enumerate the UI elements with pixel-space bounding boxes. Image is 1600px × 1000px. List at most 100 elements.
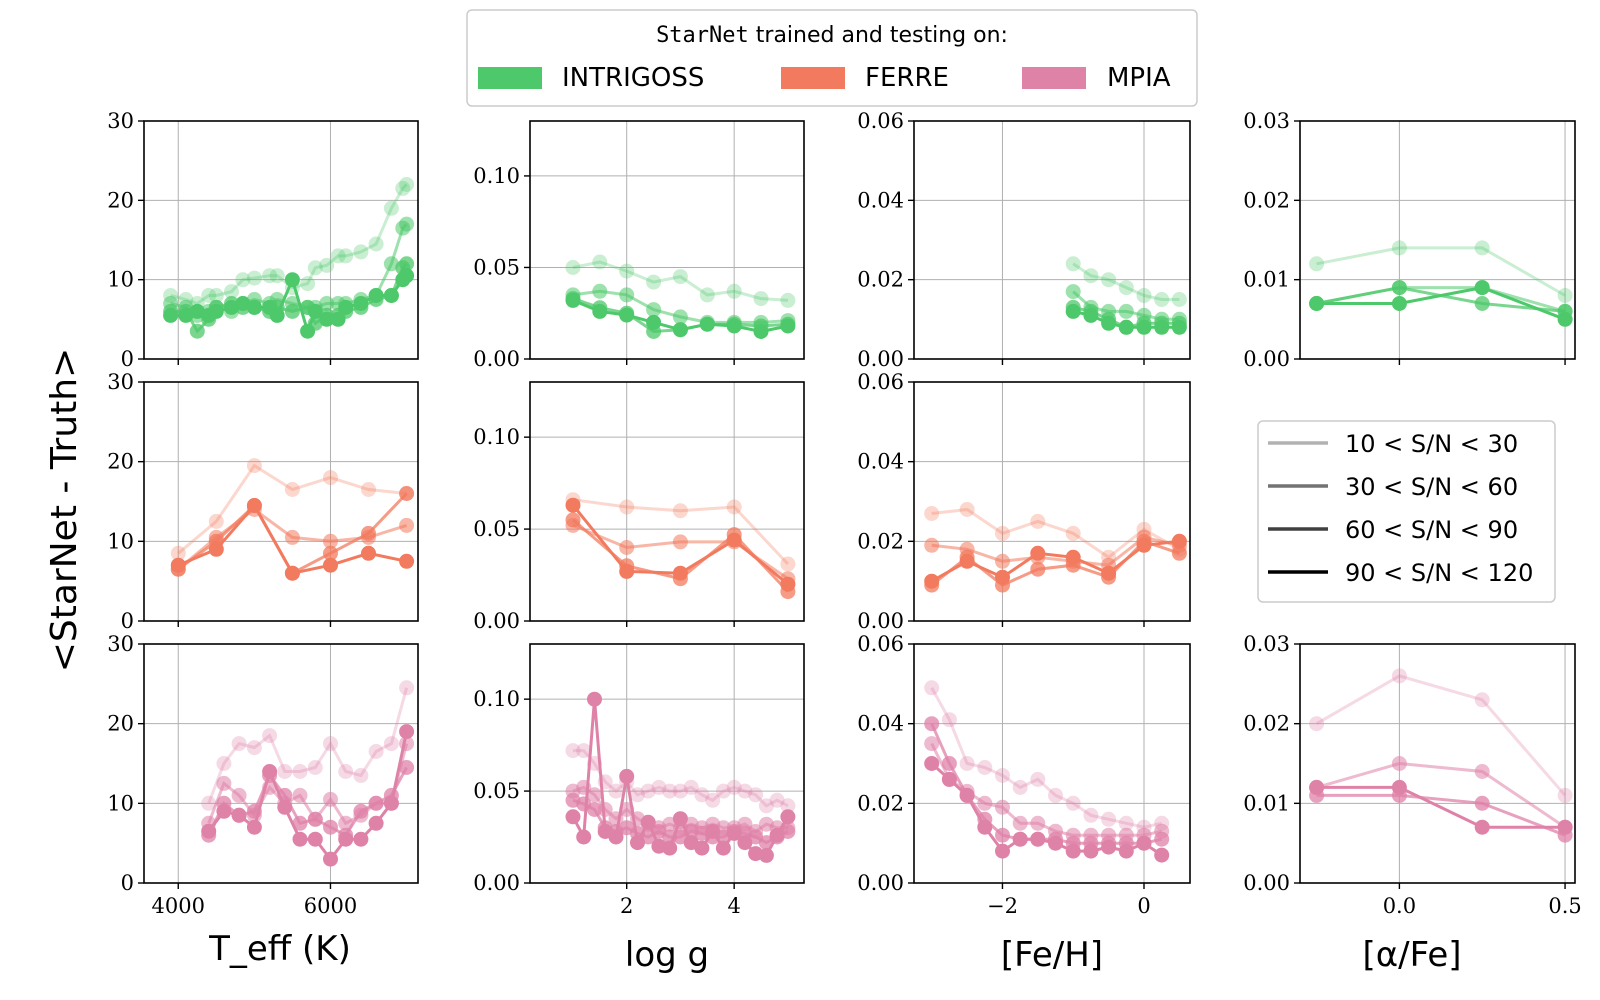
sn-legend-label-1: 10 < S/N < 30 (1345, 430, 1518, 458)
panel-ferre-feh-series-4-point (1171, 533, 1187, 549)
panel-ferre-feh-series-4-point (1136, 537, 1152, 553)
ferre-legend-label: FERRE (865, 63, 949, 93)
panel-ferre-feh-series-1-point (924, 506, 940, 521)
panel-mpia-teff-series-4-point (201, 823, 217, 839)
panel-intrigoss-feh-series-2-point (1118, 303, 1134, 319)
panel-mpia-logg-series-4-point (715, 840, 731, 856)
panel-intrigoss-teff-series-4-point (163, 307, 179, 323)
panel-intrigoss-logg-series-2-point (672, 309, 688, 325)
figure-ylabel: <StarNet - Truth> (44, 348, 85, 672)
panel-ferre-logg-series-4-point (619, 563, 635, 579)
panel-intrigoss-teff-series-3-point (399, 256, 415, 272)
panel-intrigoss-feh-series-1-point (1136, 288, 1152, 303)
panel-mpia-feh-series-group (924, 680, 1170, 863)
panel-mpia-teff-series-1-point (338, 764, 354, 779)
panel-intrigoss-teff-series-4-point (307, 303, 323, 319)
panel-ferre-logg-series-1-point (619, 499, 635, 515)
panel-intrigoss-logg-series-1-point (726, 283, 742, 299)
panel-mpia-teff-series-1-point (216, 756, 232, 771)
panel-ferre-logg-series-4-point (565, 497, 581, 513)
panel-mpia-logg-series-4-point (726, 825, 742, 841)
panel-intrigoss-afe-series-line-1 (1316, 246, 1566, 297)
panel-ferre-feh-ytick-label: 0.06 (857, 370, 904, 394)
panel-ferre-logg-series-2-point (619, 540, 635, 555)
panel-mpia-logg-series-4-point (758, 847, 774, 863)
panel-intrigoss-teff-series-4-point (300, 323, 316, 339)
panel-intrigoss-afe-ytick-label: 0.03 (1243, 109, 1290, 133)
panel-intrigoss-feh-series-4-point (1101, 315, 1117, 331)
panel-mpia-logg-series-1-point (726, 779, 742, 795)
panel-mpia-teff-series-4-point (216, 803, 232, 819)
panel-ferre-teff-series-2-point (323, 533, 338, 549)
panel-mpia-logg-series-line-1 (573, 749, 789, 808)
panel-intrigoss-feh-series-4-point (1136, 319, 1152, 335)
panel-intrigoss-feh-frame (913, 120, 1191, 360)
panel-ferre-teff-series-4-point (399, 553, 415, 569)
panel-intrigoss-logg-series-1-point (619, 263, 635, 279)
panel-intrigoss-feh-series-4-point (1118, 319, 1134, 335)
panel-mpia-afe-series-4-point (1391, 779, 1407, 795)
panel-intrigoss-teff-series-line-1 (170, 183, 408, 306)
panel-mpia-feh-series-3-point (941, 756, 957, 771)
panel-mpia-afe-series-line-3 (1316, 793, 1566, 837)
panel-intrigoss-teff-series-4-point (399, 268, 415, 284)
panel-mpia-logg-series-4-point (587, 691, 602, 707)
panel-intrigoss-logg-series-1-point (780, 292, 796, 308)
panel-intrigoss-logg-series-1-point (699, 287, 715, 303)
panel-ferre-feh-frame (913, 381, 1191, 622)
panel-mpia-teff-series-1-point (292, 764, 308, 779)
panel-mpia-feh-series-4-point (1101, 839, 1117, 855)
panel-mpia-teff-series-1-point (246, 740, 262, 756)
sn-legend-label-3: 60 < S/N < 90 (1345, 516, 1518, 544)
panel-mpia-feh-ytick-label: 0.04 (857, 712, 904, 736)
panel-mpia-feh-series-2-point (924, 736, 940, 752)
panel-ferre-teff-series-4-point (246, 498, 262, 513)
panel-mpia-logg-series-1-point (640, 783, 656, 799)
panel-mpia-logg-series-4-point (672, 811, 688, 827)
panel-ferre-feh-series-group (924, 502, 1187, 593)
panel-mpia-teff-series-4-point (292, 831, 308, 847)
panel-mpia-afe-series-3-point (1474, 795, 1490, 811)
panel-intrigoss-teff-series-4-point (319, 311, 335, 327)
panel-intrigoss-teff-series-4-point (284, 272, 300, 288)
panel-intrigoss-teff-series-1-point (246, 270, 262, 286)
panel-intrigoss-afe-ytick-label: 0.01 (1243, 268, 1290, 292)
panel-mpia-feh-series-4-point (1065, 843, 1081, 859)
panel-mpia-teff-series-2-point (216, 775, 232, 791)
panel-intrigoss-teff-series-1-point (319, 257, 335, 273)
panel-intrigoss-feh-series-4-point (1065, 303, 1081, 319)
panel-intrigoss-logg-series-4-point (780, 318, 796, 334)
panel-intrigoss-teff-series-4-point (368, 288, 384, 303)
panel-mpia-feh-series-1-point (1012, 779, 1028, 795)
panel-mpia-teff-series-1-point (307, 760, 323, 775)
panel-intrigoss-feh-series-2-point (1065, 284, 1081, 300)
panel-mpia-teff-ytick-label: 10 (107, 791, 134, 815)
panel-mpia-feh-ytick-label: 0.06 (857, 632, 904, 656)
panel-intrigoss-feh-ytick-label: 0.00 (857, 347, 904, 371)
panel-mpia-afe-series-1-point (1309, 716, 1325, 732)
panel-intrigoss-afe-series-line-4 (1316, 286, 1566, 321)
panel-ferre-feh-ytick-label: 0.04 (857, 450, 904, 474)
panel-mpia-teff-series-4-point (353, 831, 369, 847)
panel-intrigoss-feh-ytick-label: 0.02 (857, 268, 904, 292)
panel-intrigoss-afe-series-3-point (1474, 296, 1490, 311)
panel-intrigoss-feh-series-1-point (1154, 292, 1170, 307)
panel-mpia-afe-frame (1299, 643, 1576, 884)
panel-intrigoss-logg-ytick-label: 0.05 (473, 255, 520, 279)
panel-mpia-teff-series-1-point (383, 736, 399, 752)
panel-ferre-logg-series-group (565, 492, 796, 600)
panel-mpia-feh-series-2-point (1030, 815, 1046, 831)
panel-intrigoss-logg-series-4-point (753, 324, 769, 339)
panel-ferre-feh-series-1-point (959, 502, 975, 517)
panel-mpia-teff-series-4-point (231, 807, 247, 823)
panel-ferre-feh-series-3-point (1030, 561, 1046, 577)
panel-intrigoss-feh-series-line-1 (1072, 262, 1180, 301)
panel-mpia-feh-series-4-point (977, 819, 993, 835)
panel-mpia-teff-series-2-point (292, 787, 308, 803)
panel-ferre-feh-ytick-label: 0.00 (857, 609, 904, 633)
panel-mpia-feh-series-3-point (924, 716, 940, 732)
panel-mpia-afe-series-line-2 (1316, 761, 1566, 829)
panel-mpia-teff-xtick-label: 4000 (152, 894, 205, 918)
panel-mpia-feh-series-1-point (977, 760, 993, 775)
panel-intrigoss-teff-series-1-point (330, 248, 346, 264)
